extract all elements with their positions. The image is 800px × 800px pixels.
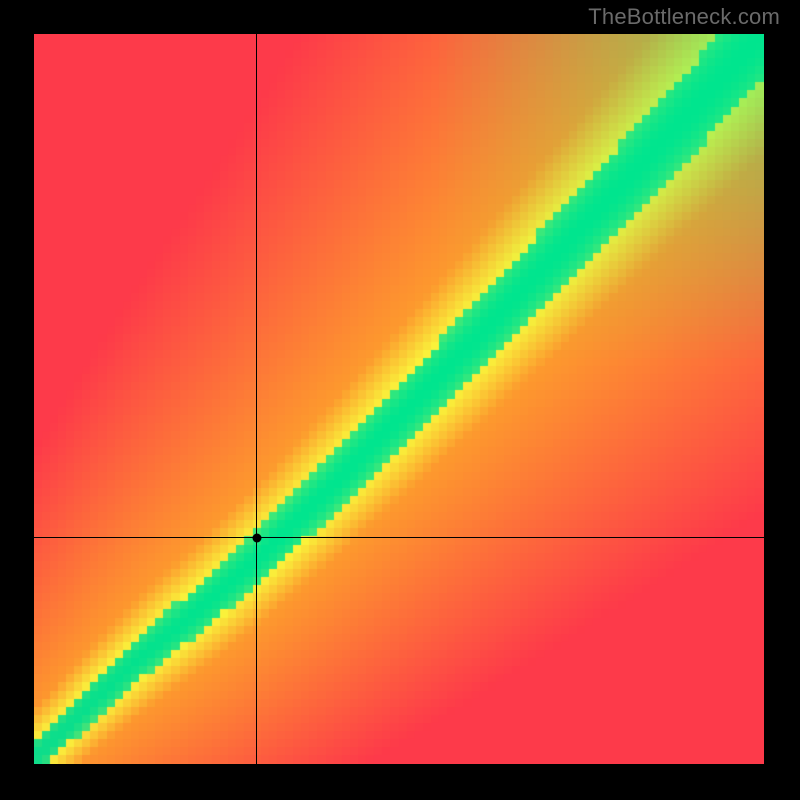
watermark-text: TheBottleneck.com [588,4,780,30]
crosshair-vertical [256,34,257,764]
chart-frame: TheBottleneck.com [0,0,800,800]
crosshair-horizontal [34,537,764,538]
heatmap-plot [34,34,764,764]
crosshair-marker [252,533,261,542]
heatmap-canvas [34,34,764,764]
